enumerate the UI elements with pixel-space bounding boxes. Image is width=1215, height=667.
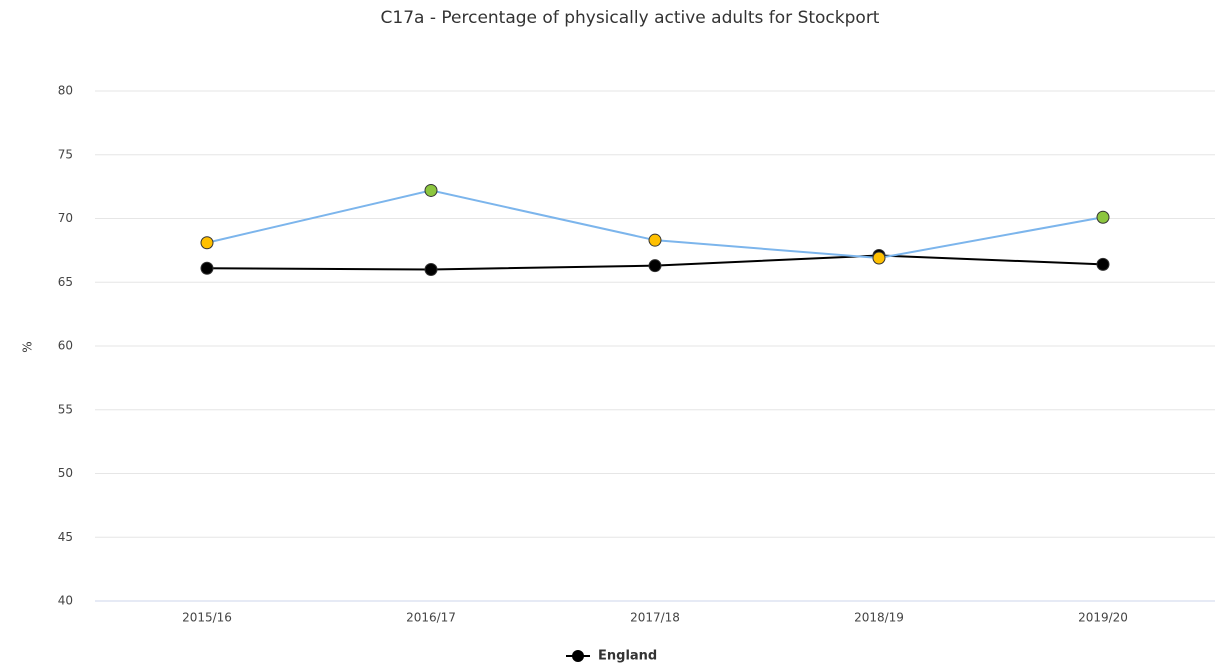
data-point xyxy=(1096,257,1110,271)
legend-label: England xyxy=(598,649,657,664)
data-point xyxy=(872,251,886,265)
data-point xyxy=(648,233,662,247)
data-point xyxy=(424,183,438,197)
series-line xyxy=(206,189,1104,260)
x-tick-label: 2017/18 xyxy=(630,611,680,625)
y-tick-label: 45 xyxy=(58,530,73,544)
chart-title: C17a - Percentage of physically active a… xyxy=(381,8,880,28)
y-axis-label: % xyxy=(21,341,35,352)
data-point xyxy=(200,261,214,275)
data-point xyxy=(424,263,438,276)
y-tick-label: 80 xyxy=(58,84,73,98)
y-tick-label: 70 xyxy=(58,211,73,225)
data-point xyxy=(648,259,662,273)
x-tick-label: 2018/19 xyxy=(854,611,904,625)
y-tick-label: 65 xyxy=(58,275,73,289)
y-tick-label: 60 xyxy=(58,339,73,353)
x-tick-label: 2015/16 xyxy=(182,611,232,625)
legend-marker xyxy=(572,650,584,662)
y-tick-label: 55 xyxy=(58,402,73,416)
data-point xyxy=(1096,210,1110,224)
y-tick-label: 50 xyxy=(58,466,73,480)
x-tick-label: 2019/20 xyxy=(1078,611,1128,625)
y-tick-label: 40 xyxy=(58,594,73,608)
data-point xyxy=(200,236,214,250)
y-tick-label: 75 xyxy=(58,147,73,161)
x-tick-label: 2016/17 xyxy=(406,611,456,625)
